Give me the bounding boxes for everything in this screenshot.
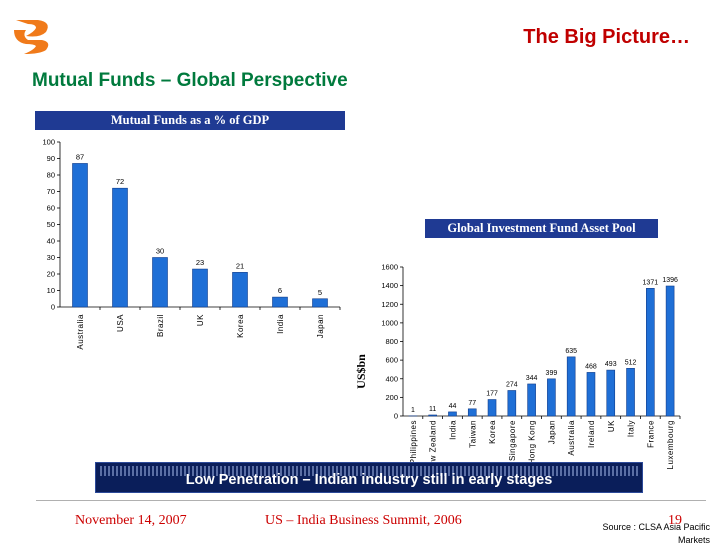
chart2-data-label: 635 [565,348,577,355]
chart1-data-label: 21 [236,261,244,270]
chart1-y-tick-label: 90 [47,154,55,163]
chart1-data-label: 5 [318,288,322,297]
chart2-category-label: Philippines [409,420,418,464]
chart2-y-tick-label: 1000 [381,318,398,327]
footer-date: November 14, 2007 [75,513,187,529]
source-note: Source : CLSA Asia Pacific Markets [570,521,710,547]
chart2-bar [508,390,516,416]
chart2-data-label: 1396 [662,277,678,284]
chart2-bar [448,412,456,416]
chart2-category-label: Italy [627,420,636,437]
chart1-bar [273,297,288,307]
chart2-data-label: 177 [486,391,498,398]
chart2-data-label: 512 [625,359,637,366]
chart2-data-label: 1371 [643,279,659,286]
chart2-category-label: India [448,420,457,440]
chart1-bar [73,163,88,307]
chart2-y-axis-label: US$bn [354,354,368,389]
chart2-data-label: 44 [449,403,457,410]
chart1-y-tick-label: 30 [47,253,55,262]
chart2-data-label: 344 [526,375,538,382]
chart2-data-label: 274 [506,381,518,388]
chart1-category-label: India [276,314,285,334]
chart2-y-tick-label: 1200 [381,300,398,309]
chart2-bar [646,288,654,416]
chart2-category-label: Korea [488,420,497,444]
chart1-y-tick-label: 0 [51,303,55,312]
chart1-category-label: Brazil [156,314,165,337]
chart1-category-label: USA [116,314,125,332]
chart2-category-label: Luxembourg [666,420,675,469]
banner-text: Low Penetration – Indian industry still … [186,472,553,488]
chart2-data-label: 468 [585,363,597,370]
chart1-y-tick-label: 60 [47,204,55,213]
chart2-y-tick-label: 800 [385,337,398,346]
footer-event: US – India Business Summit, 2006 [265,513,462,529]
chart2-bar [429,415,437,416]
chart2-category-label: UK [607,420,616,432]
chart1-y-tick-label: 70 [47,187,55,196]
chart2-bar [666,286,674,416]
chart2-category-label: Hong Kong [528,420,537,465]
chart2-bar [488,400,496,416]
chart2-y-tick-label: 0 [394,412,398,421]
chart2-y-tick-label: 400 [385,374,398,383]
chart2-category-label: Taiwan [468,420,477,448]
chart1-data-label: 23 [196,258,204,267]
chart2-y-tick-label: 1400 [381,281,398,290]
chart2-bar [587,372,595,416]
chart1-data-label: 72 [116,177,124,186]
chart1-y-tick-label: 80 [47,171,55,180]
chart2-category-label: Australia [567,420,576,456]
chart1-y-tick-label: 40 [47,237,55,246]
chart1-bar [193,269,208,307]
chart1-data-label: 6 [278,286,282,295]
chart2-category-label: Singapore [508,420,517,461]
chart2-y-tick-label: 200 [385,393,398,402]
chart1-category-label: Japan [316,314,325,338]
chart2-category-label: Ireland [587,420,596,448]
key-message-banner: Low Penetration – Indian industry still … [95,462,643,493]
footer-divider [36,500,706,501]
chart2-bar [567,357,575,416]
chart2-data-label: 11 [429,406,436,413]
chart1-y-tick-label: 10 [47,286,55,295]
chart2-y-tick-label: 600 [385,356,398,365]
chart2-bar [528,384,536,416]
chart2-bar [547,379,555,416]
chart1-data-label: 87 [76,152,84,161]
chart1-category-label: Australia [76,314,85,350]
chart2-y-tick-label: 1600 [381,263,398,272]
chart2-category-label: Japan [547,420,556,444]
chart2-data-label: 493 [605,361,617,368]
chart2-data-label: 77 [468,400,476,407]
chart2-bar [607,370,615,416]
chart1-bar [313,299,328,307]
chart2-bar [627,368,635,416]
chart1-y-tick-label: 100 [42,138,55,147]
chart2-category-label: France [646,420,655,448]
chart2-bar [468,409,476,416]
chart1-bar [153,258,168,308]
chart1-bar [113,188,128,307]
chart2-data-label: 399 [546,370,558,377]
chart1-y-tick-label: 20 [47,270,55,279]
chart1-y-tick-label: 50 [47,220,55,229]
chart2-data-label: 1 [411,407,415,414]
chart1-bar [233,272,248,307]
chart1-category-label: UK [196,314,205,326]
chart1-data-label: 30 [156,247,164,256]
chart1-category-label: Korea [236,314,245,338]
